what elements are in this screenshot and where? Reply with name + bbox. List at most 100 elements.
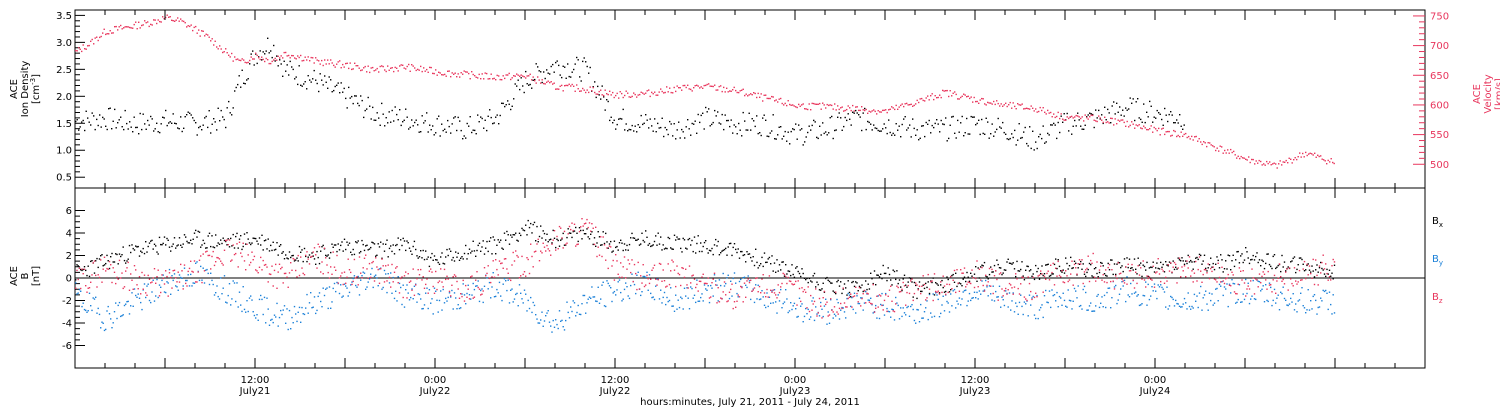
velocity-point [984,103,986,105]
by-point [527,299,529,302]
bz-point [408,281,411,283]
by-point [653,298,656,301]
bx-point [445,256,447,258]
velocity-point [744,94,746,97]
velocity-point [810,109,812,111]
bz-point [971,269,973,271]
by-point [316,309,318,312]
bz-point [836,311,838,313]
bx-point [318,262,321,265]
bx-point [217,242,219,244]
velocity-point [159,20,161,23]
bx-point [182,243,184,245]
ion-density-point [393,120,395,122]
bz-point [165,270,167,272]
ion-density-point [235,86,237,89]
bx-point [362,243,364,246]
velocity-point [1174,130,1176,133]
velocity-point [669,87,671,89]
bz-point [1152,265,1154,267]
bz-point [693,278,696,280]
bx-point [1115,273,1117,276]
ion-density-point [204,117,206,119]
by-point [493,296,496,298]
ion-density-point [765,119,767,121]
by-point [1295,303,1297,305]
by-point [533,304,536,307]
bx-point [233,247,236,249]
ion-density-point [933,126,935,129]
bz-point [1215,279,1217,281]
bz-point [133,265,136,267]
by-point [551,331,553,333]
velocity-point [655,94,657,96]
bx-point [131,244,133,246]
velocity-point [471,71,473,73]
bx-point [1173,268,1176,271]
bz-point [1235,292,1237,295]
bx-point [562,232,564,235]
velocity-point [924,100,926,102]
ion-density-point [504,105,506,108]
by-point [193,282,196,284]
velocity-point [858,109,860,112]
by-point [403,306,406,308]
velocity-point [427,71,429,73]
bz-point [1168,270,1171,272]
ion-density-point [238,75,240,77]
by-point [1070,300,1072,302]
velocity-point [364,65,366,68]
by-point [151,291,153,293]
bx-point [1077,267,1079,269]
bz-point [391,263,393,266]
by-point [328,286,331,288]
bz-point [1135,271,1137,273]
x-tick-time-label: 0:00 [1144,375,1166,386]
ion-density-point [247,78,249,80]
bz-point [431,271,433,273]
bz-point [493,276,496,278]
by-point [855,312,857,314]
bz-point [377,268,379,271]
ion-density-point [583,57,585,59]
bz-point [610,246,612,248]
bz-point [410,280,412,282]
bz-point [1097,277,1099,279]
bz-point [1230,285,1232,287]
by-point [1308,309,1311,311]
velocity-point [169,16,171,18]
bx-point [667,236,669,239]
ion-density-point [405,108,407,110]
velocity-point [1147,129,1149,131]
by-point [525,293,527,295]
by-point [165,291,167,294]
bx-point [475,255,477,257]
ion-density-point [153,130,155,132]
bx-point [1048,275,1051,277]
by-point [975,297,977,299]
bx-point [861,284,863,286]
by-point [782,302,784,305]
velocity-point [792,104,794,106]
by-point [215,292,217,294]
bz-point [1163,282,1166,284]
bx-point [488,240,491,242]
by-point [311,307,313,309]
ion-density-point [849,118,851,120]
velocity-point [922,99,924,102]
ion-density-point [579,76,581,78]
bz-point [777,284,779,286]
ion-density-point [984,133,986,135]
ion-density-point [919,137,921,139]
velocity-point [1090,114,1092,116]
velocity-point [550,81,552,83]
ion-density-point [334,85,336,88]
by-point [80,290,82,292]
bz-point [918,285,921,287]
by-point [618,279,621,281]
by-point [732,277,734,280]
bz-point [866,292,868,294]
ion-density-point [625,123,627,125]
ion-density-point [1035,141,1037,143]
velocity-point [994,103,996,106]
